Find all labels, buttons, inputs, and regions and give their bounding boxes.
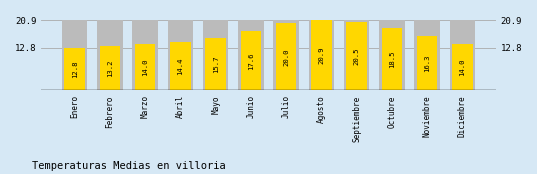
- Text: Temperaturas Medias en villoria: Temperaturas Medias en villoria: [32, 161, 226, 171]
- Bar: [417, 36, 437, 90]
- Bar: [415, 20, 440, 90]
- Bar: [135, 44, 155, 90]
- Text: 17.6: 17.6: [248, 52, 254, 70]
- Text: 14.0: 14.0: [142, 58, 148, 76]
- Text: 14.4: 14.4: [177, 58, 184, 75]
- Bar: [168, 20, 193, 90]
- Bar: [346, 22, 367, 90]
- Bar: [309, 20, 334, 90]
- Bar: [133, 20, 158, 90]
- Bar: [241, 31, 261, 90]
- Bar: [170, 42, 191, 90]
- Text: 20.5: 20.5: [353, 47, 360, 65]
- Text: 12.8: 12.8: [72, 60, 78, 78]
- Text: 14.0: 14.0: [459, 58, 465, 76]
- Text: 13.2: 13.2: [107, 60, 113, 77]
- Bar: [273, 20, 299, 90]
- Bar: [100, 46, 120, 90]
- Bar: [344, 20, 369, 90]
- Bar: [311, 20, 331, 90]
- Bar: [452, 44, 473, 90]
- Bar: [379, 20, 404, 90]
- Bar: [203, 20, 228, 90]
- Text: 20.9: 20.9: [318, 47, 324, 64]
- Text: 15.7: 15.7: [213, 55, 219, 73]
- Bar: [206, 38, 226, 90]
- Bar: [382, 28, 402, 90]
- Bar: [449, 20, 475, 90]
- Bar: [97, 20, 122, 90]
- Text: 16.3: 16.3: [424, 54, 430, 72]
- Text: 20.0: 20.0: [283, 48, 289, 66]
- Bar: [62, 20, 88, 90]
- Text: 18.5: 18.5: [389, 51, 395, 68]
- Bar: [238, 20, 264, 90]
- Bar: [64, 48, 85, 90]
- Bar: [276, 23, 296, 90]
